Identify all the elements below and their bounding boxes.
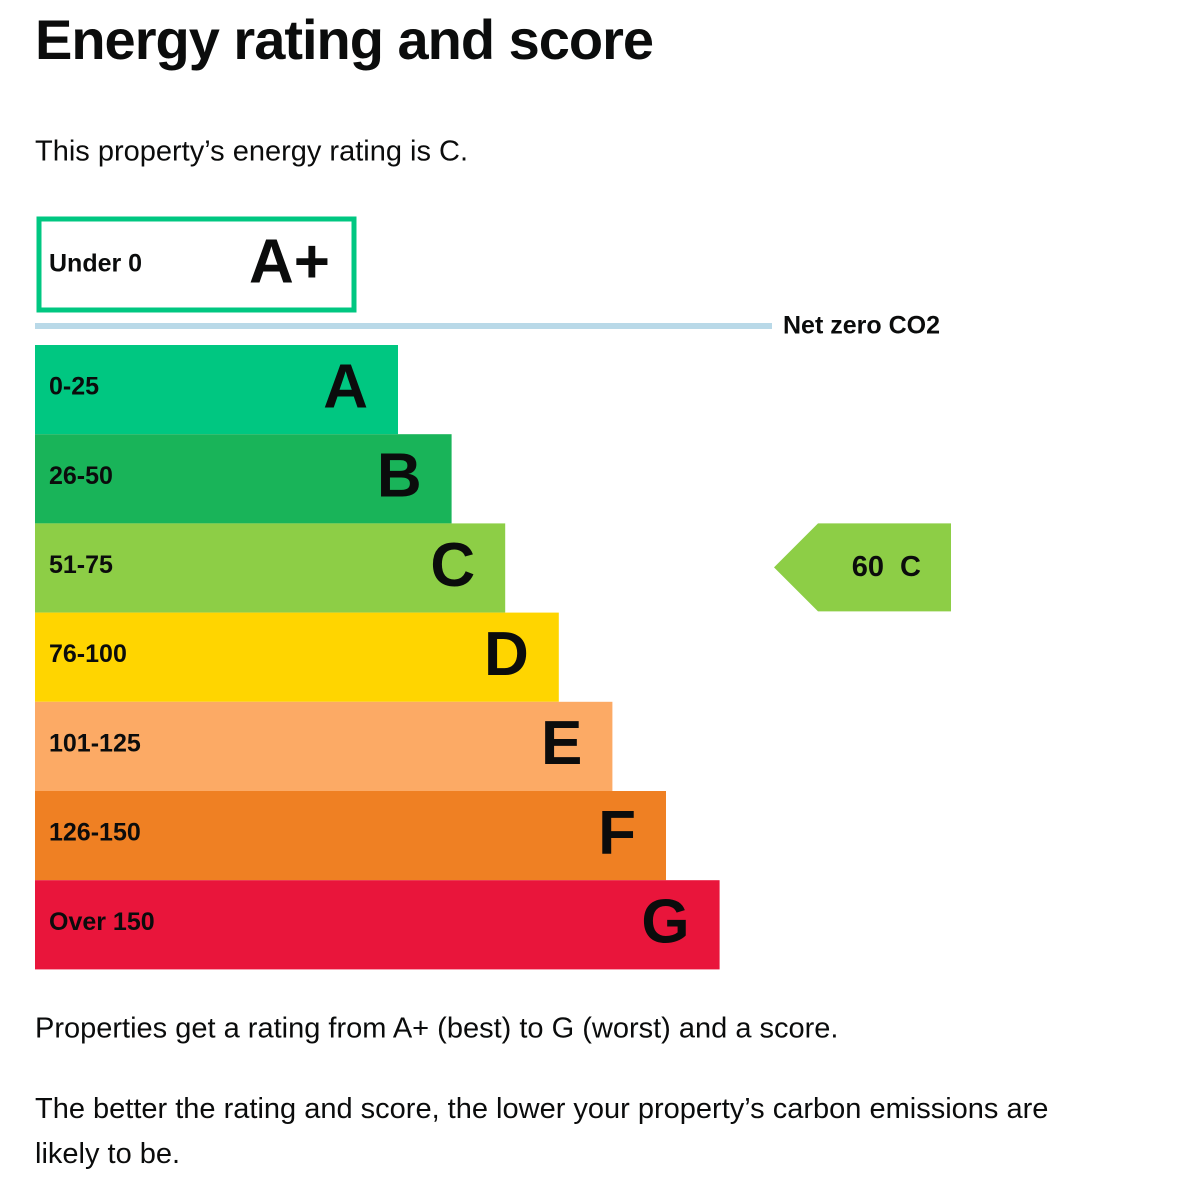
intro-text: This property’s energy rating is C. <box>35 136 468 168</box>
band-range: Over 150 <box>49 908 155 936</box>
band-range: 126-150 <box>49 819 141 847</box>
band-letter: C <box>430 531 475 600</box>
band-bar <box>35 880 720 970</box>
band-letter: E <box>541 709 582 778</box>
band-range: 0-25 <box>49 373 99 401</box>
band-box <box>36 216 357 313</box>
band-range: 26-50 <box>49 462 113 490</box>
band-letter: G <box>641 888 689 957</box>
current-score: 60 <box>852 551 884 583</box>
net-zero-label: Net zero CO2 <box>783 312 940 340</box>
band-bar <box>35 345 398 435</box>
band-bar <box>35 434 452 524</box>
band-letter: A+ <box>249 227 330 296</box>
band-bar <box>35 701 613 791</box>
page-title: Energy rating and score <box>35 8 653 71</box>
note: The better the rating and score, the low… <box>35 1093 1048 1170</box>
band-bar <box>35 612 559 702</box>
band-bar <box>35 523 506 613</box>
band-bar <box>35 791 666 881</box>
band-range: Under 0 <box>49 250 142 278</box>
band-letter: A <box>323 352 368 421</box>
current-rating-arrow <box>774 523 951 612</box>
band-letter: B <box>377 442 422 511</box>
band-range: 76-100 <box>49 640 127 668</box>
current-letter: C <box>900 551 921 583</box>
note: Properties get a rating from A+ (best) t… <box>35 1013 838 1045</box>
band-letter: D <box>484 620 529 689</box>
band-range: 101-125 <box>49 729 141 757</box>
band-letter: F <box>598 798 636 867</box>
band-range: 51-75 <box>49 551 113 579</box>
